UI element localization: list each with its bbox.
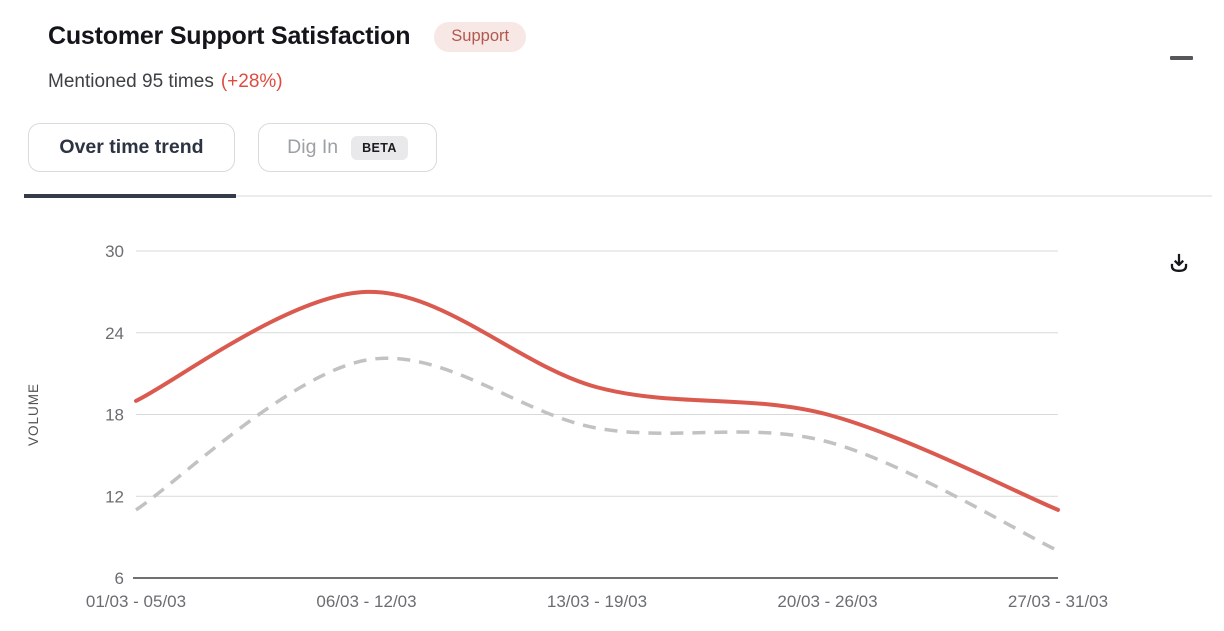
minus-icon (1169, 56, 1193, 60)
download-button[interactable] (1160, 244, 1198, 282)
mentions-text: Mentioned 95 times (48, 71, 214, 92)
tab-divider (24, 194, 1212, 198)
category-badge: Support (434, 22, 527, 52)
tab-label: Over time trend (59, 136, 204, 158)
series-line-current-period (134, 289, 1060, 512)
x-tick-label: 27/03 - 31/03 (1008, 592, 1108, 611)
y-tick-label: 30 (105, 242, 124, 261)
tab-over-time-trend[interactable]: Over time trend (28, 123, 235, 172)
y-tick-label: 18 (105, 406, 124, 425)
active-tab-underline (24, 194, 236, 198)
x-tick-label: 06/03 - 12/03 (316, 592, 416, 611)
y-tick-label: 24 (105, 324, 124, 343)
mentions-summary: Mentioned 95 times (+28%) (48, 71, 283, 93)
change-percent: (+28%) (220, 71, 283, 92)
divider-track (24, 195, 1212, 197)
y-tick-label: 12 (105, 487, 124, 506)
tab-label: Dig In (287, 136, 339, 158)
x-tick-label: 13/03 - 19/03 (547, 592, 647, 611)
x-tick-label: 01/03 - 05/03 (86, 592, 186, 611)
y-tick-label: 6 (115, 569, 124, 588)
x-tick-label: 20/03 - 26/03 (777, 592, 877, 611)
header: Customer Support Satisfaction Support (48, 22, 527, 52)
tab-dig-in[interactable]: Dig In BETA (258, 123, 437, 172)
series-line-previous-period (135, 356, 1059, 553)
beta-badge: BETA (351, 135, 408, 160)
download-icon (1170, 253, 1188, 272)
y-axis-title: VOLUME (26, 383, 41, 446)
collapse-button[interactable] (1162, 42, 1200, 74)
page-title: Customer Support Satisfaction (48, 22, 411, 51)
